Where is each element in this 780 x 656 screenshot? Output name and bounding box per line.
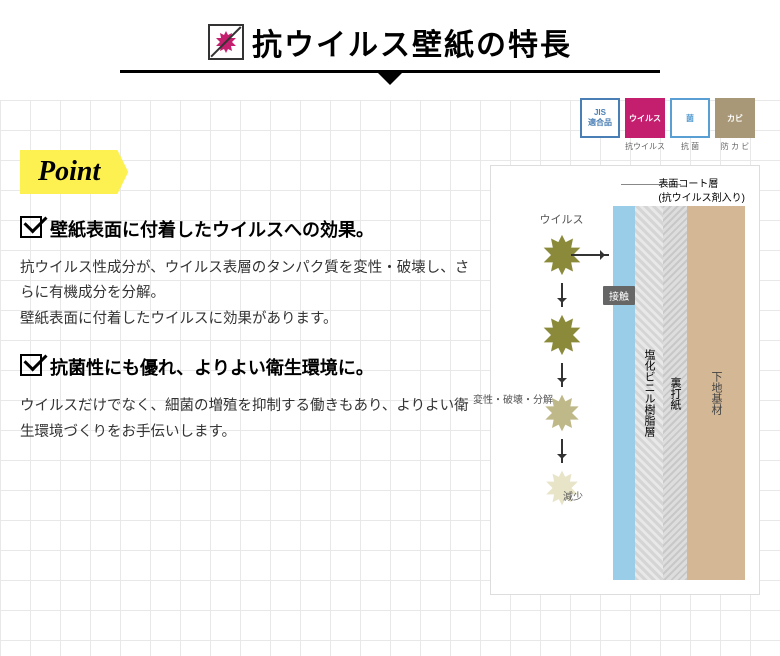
arrow-down-icon [561,363,563,387]
coat-label: 表面コート層(抗ウイルス剤入り) [658,178,745,206]
point-desc: 抗ウイルス性成分が、ウイルス表層のタンパク質を変性・破壊し、さらに有機成分を分解… [20,256,470,332]
virus-label: ウイルス [509,211,614,227]
layer-l-tan: 下地基材 [687,206,745,580]
layer-l-blue [613,206,635,580]
layer-stack: 塩化ビニル樹脂層裏打紙下地基材 [613,206,745,580]
point-title: 抗菌性にも優れ、よりよい衛生環境に。 [20,354,470,380]
point-label: Point [20,150,128,194]
cert-badge: JIS適合品 [580,98,620,152]
cert-badges: JIS適合品ウイルス抗ウイルス菌抗 菌カビ防 カ ビ [580,98,755,152]
page-title: 抗ウイルス壁紙の特長 [252,20,572,64]
point-title: 壁紙表面に付着したウイルスへの効果。 [20,216,470,242]
stage-label: 接触 [603,286,635,305]
cert-badge: ウイルス抗ウイルス [625,98,665,152]
stage-label: 減少 [563,488,583,503]
arrow-down-icon [561,439,563,463]
arrow-right [571,254,609,256]
points-container: 壁紙表面に付着したウイルスへの効果。抗ウイルス性成分が、ウイルス表層のタンパク質… [20,216,470,445]
virus-title-icon [208,24,244,60]
layer-l-stripe2: 裏打紙 [663,206,687,580]
layer-l-stripe: 塩化ビニル樹脂層 [635,206,663,580]
page-header: 抗ウイルス壁紙の特長 [0,0,780,83]
arrow-down-icon [561,283,563,307]
title-underline [120,70,660,73]
point-desc: ウイルスだけでなく、細菌の増殖を抑制する働きもあり、よりよい衛生環境づくりをお手… [20,394,470,445]
check-icon [20,354,42,376]
check-icon [20,216,42,238]
cert-badge: カビ防 カ ビ [715,98,755,152]
mechanism-diagram: 表面コート層(抗ウイルス剤入り) 塩化ビニル樹脂層裏打紙下地基材 ウイルス 接触… [490,165,760,595]
cert-badge: 菌抗 菌 [670,98,710,152]
virus-icon [540,313,584,357]
content-area: Point 壁紙表面に付着したウイルスへの効果。抗ウイルス性成分が、ウイルス表層… [20,150,470,445]
stage-label: 変性・破壊・分解 [473,391,553,406]
